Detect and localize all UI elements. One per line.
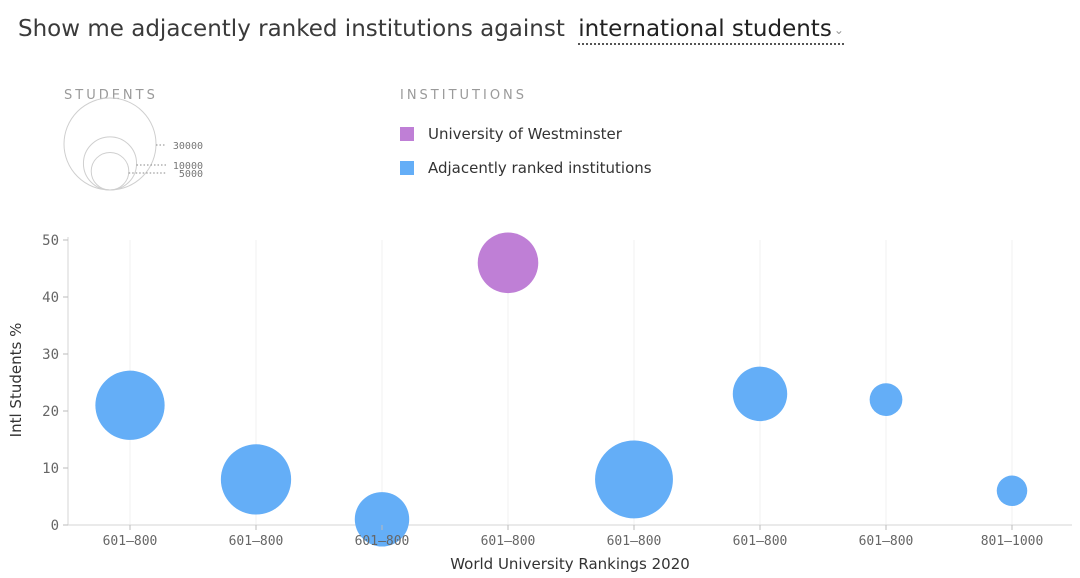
legend-item-adjacent[interactable]: Adjacently ranked institutions <box>400 159 652 177</box>
bubble-adjacent[interactable] <box>354 492 410 547</box>
x-tick-label: 601–800 <box>859 534 914 549</box>
chevron-down-icon: ⌄ <box>833 22 844 37</box>
institutions-legend-title: INSTITUTIONS <box>400 88 528 103</box>
y-tick-label: 20 <box>42 404 59 420</box>
bubble-adjacent[interactable] <box>732 366 788 422</box>
size-legend-circle <box>90 151 130 191</box>
x-axis-label: World University Rankings 2020 <box>450 555 690 573</box>
legend-item-westminster[interactable]: University of Westminster <box>400 125 622 143</box>
bubble-adjacent[interactable] <box>869 383 903 416</box>
header-title: Show me adjacently ranked institutions a… <box>18 16 844 45</box>
x-tick-label: 601–800 <box>733 534 788 549</box>
legend-swatch-westminster <box>400 127 414 141</box>
y-tick-label: 10 <box>42 461 59 477</box>
legend-swatch-adjacent <box>400 161 414 175</box>
y-tick-label: 50 <box>42 233 59 249</box>
x-tick-label: 601–800 <box>229 534 284 549</box>
legend-label-adjacent: Adjacently ranked institutions <box>428 159 652 177</box>
x-tick-label: 601–800 <box>355 534 410 549</box>
y-tick-label: 40 <box>42 290 59 306</box>
y-tick-label: 0 <box>51 518 59 534</box>
header-prefix: Show me adjacently ranked institutions a… <box>18 16 565 42</box>
y-axis-label: Intl Students % <box>7 323 25 438</box>
students-legend-title: STUDENTS <box>64 88 158 103</box>
y-tick-label: 30 <box>42 347 59 363</box>
x-tick-label: 801–1000 <box>981 534 1044 549</box>
legend-label-westminster: University of Westminster <box>428 125 622 143</box>
size-legend-label: 10000 <box>173 161 203 172</box>
size-legend-label: 30000 <box>173 141 203 152</box>
bubble-westminster[interactable] <box>477 232 539 294</box>
size-legend-label: 5000 <box>179 169 203 180</box>
bubble-adjacent[interactable] <box>996 475 1028 507</box>
x-tick-label: 601–800 <box>481 534 536 549</box>
bubble-adjacent[interactable] <box>95 370 165 440</box>
bubble-adjacent[interactable] <box>220 444 292 515</box>
x-tick-label: 601–800 <box>103 534 158 549</box>
metric-dropdown-value: international students <box>578 16 832 42</box>
bubble-adjacent[interactable] <box>595 440 673 519</box>
metric-dropdown[interactable]: international students ⌄ <box>578 16 844 45</box>
x-tick-label: 601–800 <box>607 534 662 549</box>
